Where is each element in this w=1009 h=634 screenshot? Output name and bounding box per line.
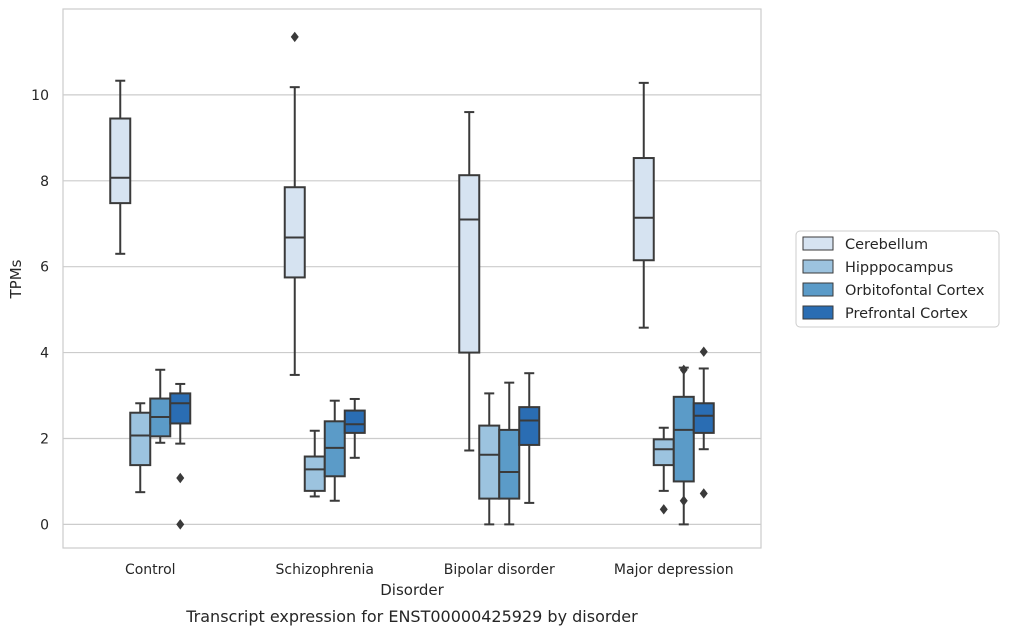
box-3-1	[343, 397, 366, 459]
outlier-point	[679, 364, 688, 375]
box-body	[478, 424, 501, 500]
outlier-point	[679, 495, 688, 506]
legend-label: Hipppocampus	[845, 260, 953, 276]
box-body	[692, 402, 715, 434]
outlier-point	[659, 504, 668, 515]
x-tick-label: Control	[125, 562, 176, 578]
box-body	[283, 186, 306, 279]
box-body	[169, 392, 192, 425]
box-3-0	[169, 382, 192, 530]
outlier-point	[699, 488, 708, 499]
box-body	[109, 117, 132, 205]
y-axis-ticks: 0 2 4 6 8 10	[31, 88, 49, 533]
legend-swatch	[802, 259, 834, 274]
box-3-2	[518, 372, 541, 504]
y-tick-label: 10	[31, 88, 49, 104]
box-body	[498, 428, 521, 500]
y-axis-label: TPMs	[7, 259, 25, 299]
box-1-0	[129, 402, 152, 494]
box-body	[343, 409, 366, 434]
legend-label: Orbitofontal Cortex	[845, 283, 985, 299]
y-tick-label: 0	[40, 517, 49, 533]
outlier-point	[290, 31, 299, 43]
x-tick-label: Schizophrenia	[276, 562, 374, 578]
y-tick-label: 8	[40, 174, 49, 190]
x-axis-label: Disorder	[380, 581, 444, 599]
y-tick-label: 2	[40, 431, 49, 447]
outlier-point	[176, 519, 185, 530]
box-2-2	[498, 381, 521, 526]
x-axis-ticks: Control Schizophrenia Bipolar disorder Majo…	[125, 562, 734, 578]
box-2-0	[149, 368, 172, 444]
box-body	[518, 406, 541, 446]
plot-frame	[62, 8, 762, 549]
box-body	[652, 438, 675, 467]
outlier-point	[699, 346, 708, 357]
legend-label: Prefrontal Cortex	[845, 306, 968, 322]
box-body	[303, 455, 326, 492]
box-0-0	[109, 79, 132, 255]
box-3-3	[692, 346, 715, 499]
box-2-3	[672, 364, 695, 526]
y-tick-label: 4	[40, 346, 49, 362]
plot-background	[63, 9, 761, 548]
x-tick-label: Bipolar disorder	[444, 562, 555, 578]
box-body	[632, 157, 655, 262]
box-0-1	[283, 31, 306, 376]
box-1-1	[303, 429, 326, 498]
legend-swatch	[802, 236, 834, 251]
chart-caption: Transcript expression for ENST0000042592…	[185, 607, 638, 626]
legend-label: Cerebellum	[845, 237, 928, 253]
legend: Cerebellum Hipppocampus Orbitofontal Corte…	[795, 230, 1000, 328]
box-0-2	[458, 111, 481, 452]
x-tick-label: Major depression	[614, 562, 734, 578]
box-body	[672, 395, 695, 483]
box-body	[458, 174, 481, 354]
legend-swatch	[802, 305, 834, 320]
box-body	[129, 411, 152, 467]
legend-swatch	[802, 282, 834, 297]
legend-frame	[795, 230, 1000, 328]
box-groups	[109, 31, 715, 530]
y-tick-label: 6	[40, 260, 49, 276]
outlier-point	[176, 472, 185, 484]
box-0-3	[632, 81, 655, 329]
box-2-1	[323, 399, 346, 502]
box-1-3	[652, 426, 675, 515]
